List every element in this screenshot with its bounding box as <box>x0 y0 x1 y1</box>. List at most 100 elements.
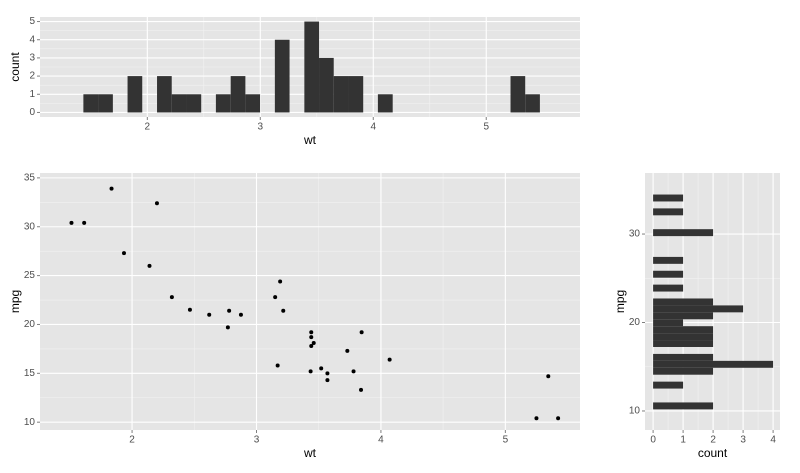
point <box>308 369 313 374</box>
point <box>309 335 314 340</box>
bar <box>157 76 172 113</box>
bar <box>186 94 202 113</box>
point <box>351 369 356 374</box>
bar <box>653 353 714 361</box>
bar <box>653 298 714 306</box>
y-tick-label: 1 <box>29 89 35 100</box>
y-tick-label: 25 <box>24 270 36 281</box>
point <box>121 251 126 256</box>
bar <box>245 94 261 113</box>
point <box>154 201 159 206</box>
y-tick-label: 3 <box>29 53 35 64</box>
bar <box>653 367 714 375</box>
x-axis-title: count <box>698 446 728 460</box>
bar <box>319 57 334 113</box>
point <box>534 416 539 421</box>
bar <box>653 333 714 341</box>
x-tick-label: 4 <box>378 435 384 446</box>
x-tick-label: 2 <box>145 122 151 133</box>
y-tick-label: 20 <box>24 319 36 330</box>
x-tick-label: 0 <box>650 435 656 446</box>
bar <box>653 270 684 278</box>
point <box>225 325 230 330</box>
bar <box>653 194 684 202</box>
point <box>345 348 350 353</box>
bar <box>653 305 744 313</box>
x-tick-label: 3 <box>258 122 264 133</box>
bar <box>333 76 349 113</box>
bar <box>274 39 290 113</box>
point <box>278 279 283 284</box>
bar <box>653 360 774 368</box>
y-tick-label: 10 <box>629 406 641 417</box>
x-tick-label: 2 <box>710 435 716 446</box>
x-tick-label: 3 <box>740 435 746 446</box>
x-tick-label: 5 <box>483 122 489 133</box>
point <box>387 357 392 362</box>
point <box>275 363 280 368</box>
bar <box>98 94 113 113</box>
bar <box>215 94 231 113</box>
point <box>325 371 330 376</box>
bar <box>127 76 143 113</box>
point <box>238 312 243 317</box>
bar <box>525 94 540 113</box>
y-tick-label: 30 <box>629 229 641 240</box>
y-tick-label: 10 <box>24 417 36 428</box>
y-tick-label: 35 <box>24 173 36 184</box>
bar <box>653 381 684 389</box>
x-axis-title: wt <box>303 133 317 147</box>
x-tick-label: 4 <box>370 122 376 133</box>
point <box>319 366 324 371</box>
point <box>169 295 174 300</box>
bar <box>653 326 714 334</box>
point <box>359 330 364 335</box>
point <box>309 330 314 335</box>
point <box>281 308 286 313</box>
point <box>227 308 232 313</box>
point <box>82 220 87 225</box>
point <box>546 374 551 379</box>
bar <box>653 319 684 327</box>
point <box>556 416 561 421</box>
bar <box>83 94 99 113</box>
bar <box>653 312 714 320</box>
panel-background <box>40 173 580 430</box>
point <box>273 295 278 300</box>
x-tick-label: 5 <box>503 435 509 446</box>
bar <box>653 229 714 237</box>
bar <box>653 284 684 292</box>
y-tick-label: 2 <box>29 71 35 82</box>
bar <box>653 402 714 410</box>
x-tick-label: 4 <box>770 435 776 446</box>
point <box>359 387 364 392</box>
point <box>69 220 74 225</box>
y-tick-label: 20 <box>629 317 641 328</box>
bar <box>304 21 320 113</box>
y-axis-title: mpg <box>613 290 627 313</box>
x-tick-label: 2 <box>129 435 135 446</box>
bar <box>653 340 714 347</box>
bar <box>171 94 187 113</box>
point <box>311 341 316 346</box>
bar <box>653 256 684 264</box>
y-tick-label: 0 <box>29 107 35 118</box>
x-tick-label: 1 <box>680 435 686 446</box>
point <box>325 378 330 383</box>
point <box>207 312 212 317</box>
y-tick-label: 5 <box>29 16 35 27</box>
x-axis-title: wt <box>303 446 317 460</box>
x-tick-label: 3 <box>254 435 260 446</box>
point <box>309 343 314 348</box>
y-axis-title: count <box>8 52 22 82</box>
bar <box>348 76 364 113</box>
y-axis-title: mpg <box>8 290 22 313</box>
bar <box>377 94 393 113</box>
y-tick-label: 15 <box>24 368 36 379</box>
point <box>147 263 152 268</box>
bar <box>510 76 526 113</box>
y-tick-label: 4 <box>29 34 35 45</box>
bar <box>653 208 684 216</box>
bar <box>230 76 246 113</box>
